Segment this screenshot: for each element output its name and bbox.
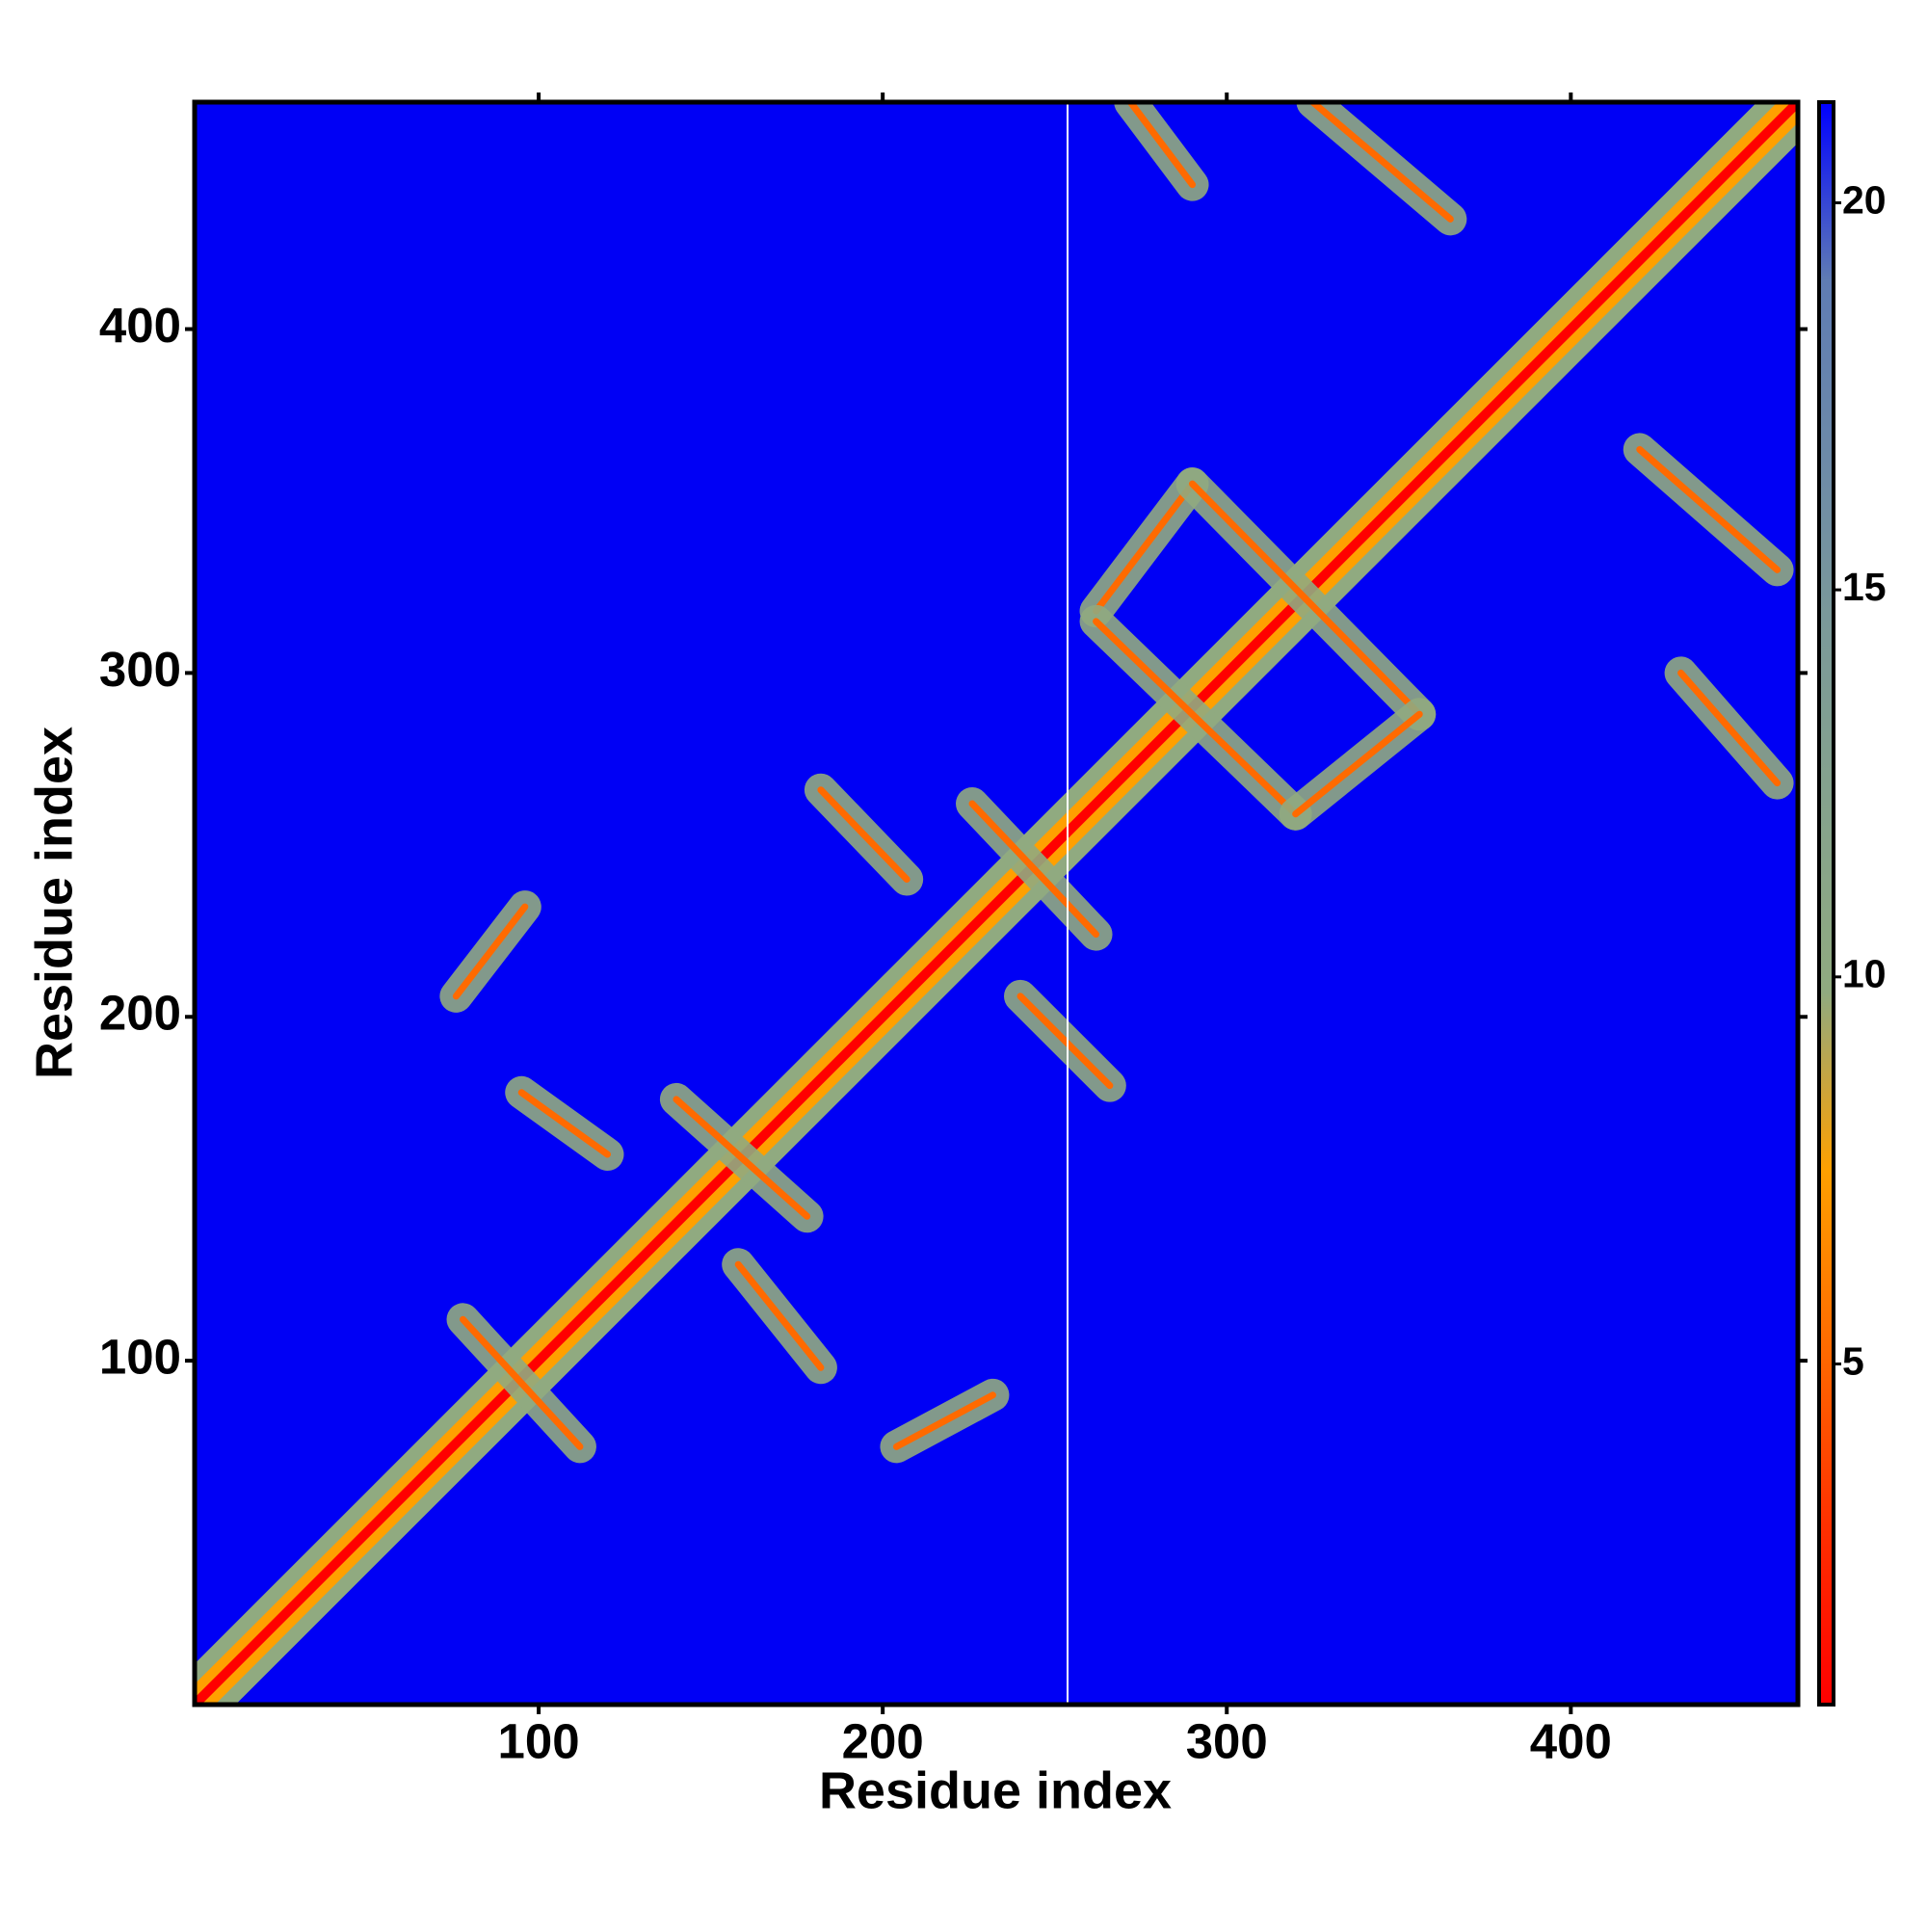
contact-core — [1677, 669, 1782, 787]
y-axis-label: Residue index — [25, 727, 83, 1079]
y-tick-label: 100 — [99, 1330, 181, 1385]
x-tick-label: 100 — [498, 1713, 580, 1768]
contact-core — [452, 903, 529, 1000]
contact-core — [1292, 710, 1423, 818]
x-tick-label: 300 — [1186, 1713, 1268, 1768]
contact-core — [673, 1096, 811, 1220]
contact-core — [892, 1391, 996, 1450]
x-axis-label: Residue index — [819, 1761, 1172, 1819]
colorbar-tick-label: 20 — [1842, 177, 1887, 222]
y-tick-label: 300 — [99, 642, 181, 697]
colorbar-tick-label: 5 — [1842, 1338, 1864, 1383]
contact-core — [517, 1089, 611, 1158]
contact-core — [1636, 445, 1782, 573]
heatmap — [195, 102, 1798, 1705]
contact-core — [1093, 480, 1197, 615]
contact-core — [1189, 480, 1423, 718]
contact-core — [734, 1260, 825, 1371]
contact-core — [1126, 102, 1197, 189]
contact-core — [817, 786, 911, 884]
contact-core — [460, 1315, 584, 1450]
colorbar-tick-label: 15 — [1842, 565, 1887, 609]
y-tick-label: 400 — [99, 298, 181, 353]
contact-core — [1016, 992, 1114, 1090]
x-tick-label: 400 — [1530, 1713, 1612, 1768]
plot-frame — [192, 99, 1801, 1707]
contact-core — [1093, 618, 1300, 818]
contact-core — [968, 800, 1100, 939]
x-tick-label: 200 — [842, 1713, 924, 1768]
contact-core — [1309, 102, 1454, 223]
diagonal-band — [195, 102, 1798, 1705]
y-tick-label: 200 — [99, 986, 181, 1041]
colorbar — [1817, 100, 1835, 1707]
colorbar-tick-label: 10 — [1842, 952, 1887, 996]
